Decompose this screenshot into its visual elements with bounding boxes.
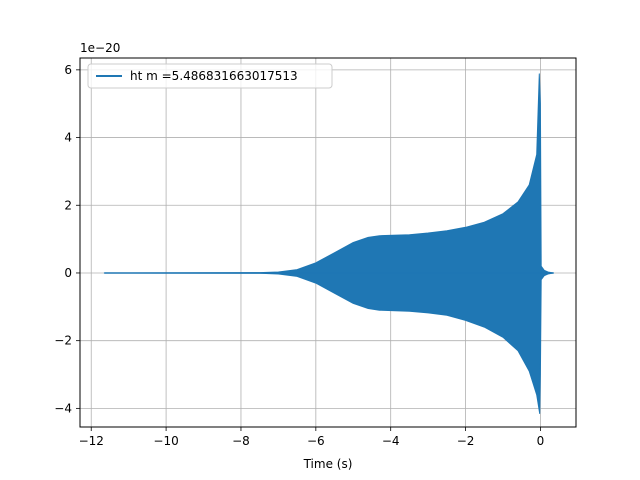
x-tick-label: −2 [457,434,475,448]
series-waveform-area [103,73,554,414]
series-layer [103,73,554,414]
x-tick-label: −8 [232,434,250,448]
x-tick-label: −4 [382,434,400,448]
legend-entry-label: ht m =5.486831663017513 [130,69,298,83]
y-tick-label: 0 [64,266,72,280]
x-tick-label: −6 [307,434,325,448]
y-axis-ticks: −4 −2 0 2 4 6 [54,63,80,415]
x-axis-ticks: −12 −10 −8 −6 −4 −2 0 [79,427,545,448]
y-tick-label: −4 [54,401,72,415]
y-tick-label: 4 [64,131,72,145]
plot-frame [79,57,577,428]
x-tick-label: −10 [153,434,178,448]
x-tick-label: −12 [79,434,104,448]
x-tick-label: 0 [537,434,545,448]
y-scale-offset-label: 1e−20 [80,41,120,55]
x-axis-label: Time (s) [303,457,353,471]
legend-box [87,63,333,89]
y-tick-label: −2 [54,334,72,348]
y-tick-label: 6 [64,63,72,77]
legend: ht m =5.486831663017513 [87,63,333,89]
y-tick-label: 2 [64,198,72,212]
